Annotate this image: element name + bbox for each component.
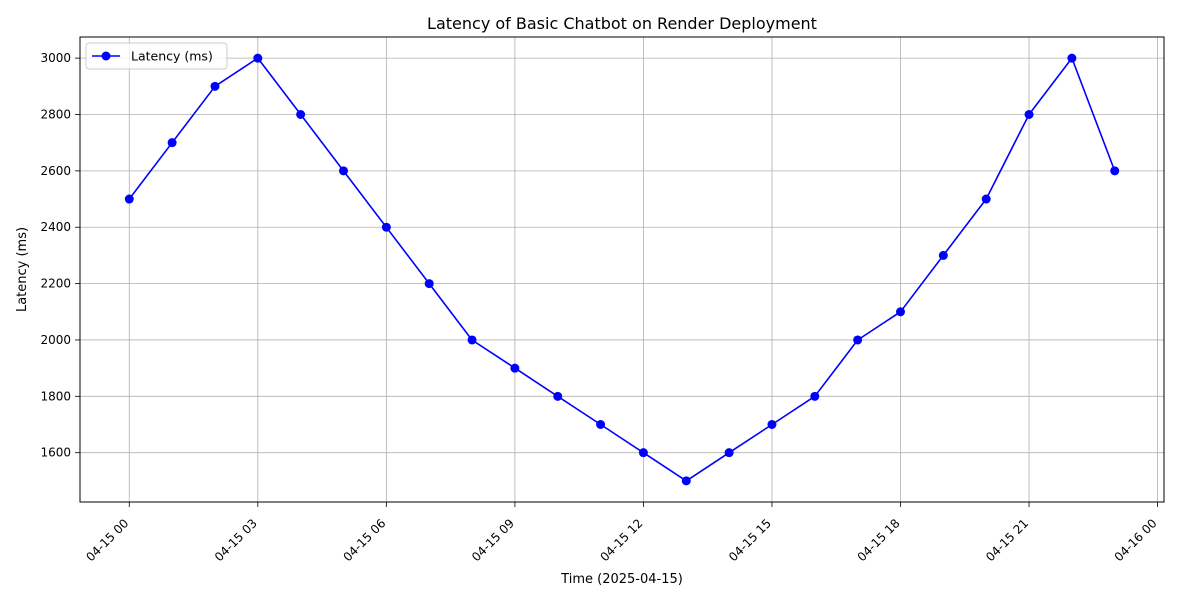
legend: Latency (ms) bbox=[85, 42, 228, 70]
y-tick-label: 2200 bbox=[40, 277, 71, 291]
data-point bbox=[253, 53, 263, 63]
data-point bbox=[767, 420, 777, 429]
data-point bbox=[724, 448, 734, 458]
y-tick-label: 3000 bbox=[40, 51, 71, 65]
data-point bbox=[553, 391, 563, 401]
data-point bbox=[810, 391, 820, 401]
y-axis-label: Latency (ms) bbox=[15, 227, 30, 312]
data-point bbox=[124, 194, 134, 204]
y-tick-label: 2600 bbox=[40, 164, 71, 178]
data-point bbox=[339, 166, 349, 176]
y-tick-label: 1600 bbox=[40, 446, 71, 460]
plot-area-frame bbox=[79, 36, 1165, 503]
data-point bbox=[210, 81, 220, 91]
y-tick-label: 2000 bbox=[40, 333, 71, 347]
series-group bbox=[124, 53, 1120, 486]
data-point bbox=[981, 194, 991, 204]
gridlines bbox=[80, 37, 1164, 502]
y-tick-label: 2400 bbox=[40, 220, 71, 234]
y-axis-ticks: 1600 1800 2000 2200 2400 2600 2800 3000 bbox=[40, 51, 80, 460]
y-tick-label: 2800 bbox=[40, 108, 71, 122]
data-point bbox=[167, 138, 177, 148]
y-tick-label: 1800 bbox=[40, 389, 71, 403]
legend-marker-swatch bbox=[101, 51, 111, 61]
data-point bbox=[895, 307, 905, 317]
data-point bbox=[381, 222, 391, 232]
data-point bbox=[938, 250, 948, 260]
series-line bbox=[128, 57, 1116, 482]
data-point bbox=[638, 448, 648, 458]
data-point bbox=[296, 110, 306, 119]
data-point bbox=[1067, 53, 1077, 63]
x-axis-label: Time (2025-04-15) bbox=[560, 572, 683, 587]
data-point bbox=[1024, 110, 1034, 119]
data-point bbox=[853, 335, 863, 345]
data-point bbox=[467, 335, 477, 345]
chart-title: Latency of Basic Chatbot on Render Deplo… bbox=[427, 14, 817, 33]
data-point bbox=[510, 363, 520, 373]
data-point bbox=[424, 279, 434, 289]
data-point bbox=[596, 420, 606, 429]
data-point bbox=[681, 476, 691, 486]
data-point bbox=[1110, 166, 1120, 176]
legend-box bbox=[85, 42, 228, 70]
legend-label: Latency (ms) bbox=[131, 49, 213, 64]
